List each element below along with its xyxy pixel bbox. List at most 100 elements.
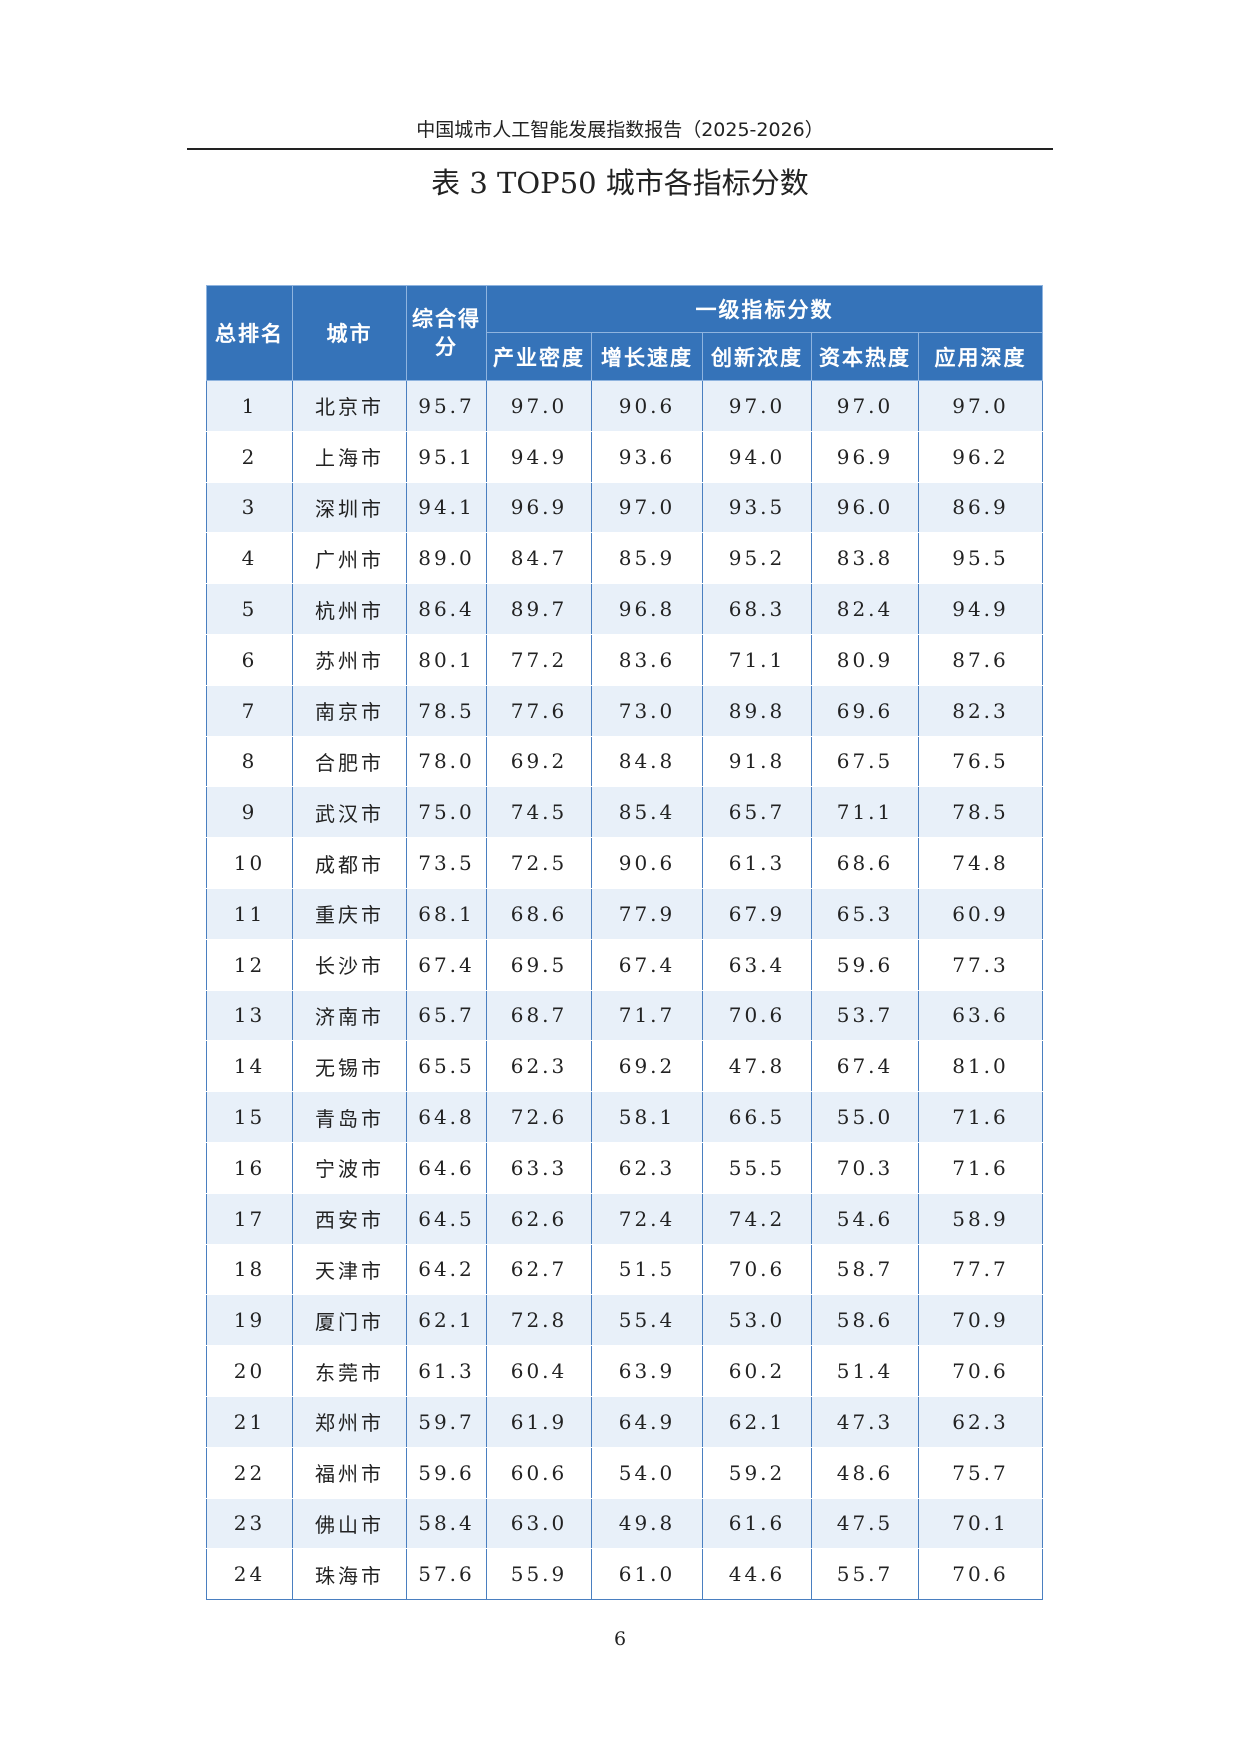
capital-cell: 67.4 bbox=[811, 1040, 919, 1093]
header-score: 综合得分 bbox=[406, 285, 487, 381]
innovation-cell: 53.0 bbox=[702, 1294, 812, 1347]
header-group: 一级指标分数 bbox=[485, 285, 1044, 333]
application-cell: 87.6 bbox=[917, 633, 1044, 686]
page-number: 6 bbox=[613, 1628, 627, 1650]
innovation-cell: 71.1 bbox=[702, 633, 812, 686]
application-cell: 70.9 bbox=[917, 1294, 1044, 1347]
city-cell: 西安市 bbox=[292, 1192, 407, 1245]
growth-speed-cell: 90.6 bbox=[591, 837, 703, 889]
application-cell: 78.5 bbox=[917, 786, 1044, 839]
innovation-cell: 97.0 bbox=[702, 380, 812, 432]
rank-cell: 24 bbox=[206, 1548, 293, 1601]
innovation-cell: 93.5 bbox=[702, 481, 812, 534]
industry-density-cell: 63.0 bbox=[486, 1497, 592, 1550]
industry-density-cell: 69.2 bbox=[486, 735, 592, 788]
city-cell: 郑州市 bbox=[292, 1395, 407, 1448]
innovation-cell: 55.5 bbox=[702, 1141, 812, 1194]
capital-cell: 53.7 bbox=[811, 989, 919, 1042]
innovation-cell: 68.3 bbox=[702, 583, 812, 635]
capital-cell: 70.3 bbox=[811, 1141, 919, 1194]
application-cell: 81.0 bbox=[917, 1040, 1044, 1093]
table-row: 15 青岛市 64.8 72.6 58.1 66.5 55.0 71.6 bbox=[206, 1091, 1044, 1143]
table-row: 7 南京市 78.5 77.6 73.0 89.8 69.6 82.3 bbox=[206, 684, 1044, 737]
growth-speed-cell: 83.6 bbox=[591, 633, 703, 686]
capital-cell: 80.9 bbox=[811, 633, 919, 686]
city-cell: 佛山市 bbox=[292, 1497, 407, 1550]
application-cell: 62.3 bbox=[917, 1395, 1044, 1448]
industry-density-cell: 62.3 bbox=[486, 1040, 592, 1093]
industry-density-cell: 68.6 bbox=[486, 887, 592, 940]
total-score-cell: 95.7 bbox=[406, 380, 487, 432]
table-row: 23 佛山市 58.4 63.0 49.8 61.6 47.5 70.1 bbox=[206, 1497, 1044, 1550]
application-cell: 82.3 bbox=[917, 684, 1044, 737]
table-row: 3 深圳市 94.1 96.9 97.0 93.5 96.0 86.9 bbox=[206, 481, 1044, 534]
table-row: 22 福州市 59.6 60.6 54.0 59.2 48.6 75.7 bbox=[206, 1446, 1044, 1499]
capital-cell: 55.0 bbox=[811, 1091, 919, 1143]
rank-cell: 9 bbox=[206, 786, 293, 839]
capital-cell: 96.9 bbox=[811, 430, 919, 483]
city-cell: 东莞市 bbox=[292, 1345, 407, 1397]
capital-cell: 68.6 bbox=[811, 837, 919, 889]
rank-cell: 4 bbox=[206, 532, 293, 585]
table-row: 8 合肥市 78.0 69.2 84.8 91.8 67.5 76.5 bbox=[206, 735, 1044, 788]
table-body: 1 北京市 95.7 97.0 90.6 97.0 97.0 97.0 2 上海市 95.1 94.9… bbox=[206, 380, 1044, 1601]
city-cell: 合肥市 bbox=[292, 735, 407, 788]
industry-density-cell: 74.5 bbox=[486, 786, 592, 839]
innovation-cell: 62.1 bbox=[702, 1395, 812, 1448]
industry-density-cell: 72.6 bbox=[486, 1091, 592, 1143]
city-cell: 厦门市 bbox=[292, 1294, 407, 1347]
application-cell: 94.9 bbox=[917, 583, 1044, 635]
industry-density-cell: 62.7 bbox=[486, 1243, 592, 1296]
growth-speed-cell: 64.9 bbox=[591, 1395, 703, 1448]
application-cell: 86.9 bbox=[917, 481, 1044, 534]
capital-cell: 48.6 bbox=[811, 1446, 919, 1499]
rank-cell: 19 bbox=[206, 1294, 293, 1347]
rank-cell: 2 bbox=[206, 430, 293, 483]
growth-speed-cell: 58.1 bbox=[591, 1091, 703, 1143]
rank-cell: 21 bbox=[206, 1395, 293, 1448]
table-row: 12 长沙市 67.4 69.5 67.4 63.4 59.6 77.3 bbox=[206, 938, 1044, 991]
innovation-cell: 70.6 bbox=[702, 1243, 812, 1296]
innovation-cell: 94.0 bbox=[702, 430, 812, 483]
industry-density-cell: 94.9 bbox=[486, 430, 592, 483]
industry-density-cell: 77.2 bbox=[486, 633, 592, 686]
growth-speed-cell: 63.9 bbox=[591, 1345, 703, 1397]
table-row: 5 杭州市 86.4 89.7 96.8 68.3 82.4 94.9 bbox=[206, 583, 1044, 635]
capital-cell: 96.0 bbox=[811, 481, 919, 534]
application-cell: 70.1 bbox=[917, 1497, 1044, 1550]
rank-cell: 14 bbox=[206, 1040, 293, 1093]
header-industry-density: 产业密度 bbox=[486, 332, 592, 381]
growth-speed-cell: 49.8 bbox=[591, 1497, 703, 1550]
rank-cell: 16 bbox=[206, 1141, 293, 1194]
application-cell: 71.6 bbox=[917, 1091, 1044, 1143]
capital-cell: 69.6 bbox=[811, 684, 919, 737]
city-cell: 南京市 bbox=[292, 684, 407, 737]
rank-cell: 8 bbox=[206, 735, 293, 788]
application-cell: 70.6 bbox=[917, 1345, 1044, 1397]
table-row: 21 郑州市 59.7 61.9 64.9 62.1 47.3 62.3 bbox=[206, 1395, 1044, 1448]
total-score-cell: 78.0 bbox=[406, 735, 487, 788]
table-row: 10 成都市 73.5 72.5 90.6 61.3 68.6 74.8 bbox=[206, 837, 1044, 889]
innovation-cell: 65.7 bbox=[702, 786, 812, 839]
industry-density-cell: 96.9 bbox=[486, 481, 592, 534]
application-cell: 74.8 bbox=[917, 837, 1044, 889]
industry-density-cell: 68.7 bbox=[486, 989, 592, 1042]
rank-cell: 11 bbox=[206, 887, 293, 940]
city-cell: 天津市 bbox=[292, 1243, 407, 1296]
innovation-cell: 70.6 bbox=[702, 989, 812, 1042]
city-cell: 青岛市 bbox=[292, 1091, 407, 1143]
total-score-cell: 59.7 bbox=[406, 1395, 487, 1448]
table-row: 19 厦门市 62.1 72.8 55.4 53.0 58.6 70.9 bbox=[206, 1294, 1044, 1347]
growth-speed-cell: 67.4 bbox=[591, 938, 703, 991]
application-cell: 97.0 bbox=[917, 380, 1044, 432]
growth-speed-cell: 72.4 bbox=[591, 1192, 703, 1245]
growth-speed-cell: 96.8 bbox=[591, 583, 703, 635]
capital-cell: 65.3 bbox=[811, 887, 919, 940]
application-cell: 96.2 bbox=[917, 430, 1044, 483]
industry-density-cell: 84.7 bbox=[486, 532, 592, 585]
city-cell: 武汉市 bbox=[292, 786, 407, 839]
growth-speed-cell: 97.0 bbox=[591, 481, 703, 534]
city-cell: 无锡市 bbox=[292, 1040, 407, 1093]
growth-speed-cell: 85.9 bbox=[591, 532, 703, 585]
application-cell: 76.5 bbox=[917, 735, 1044, 788]
